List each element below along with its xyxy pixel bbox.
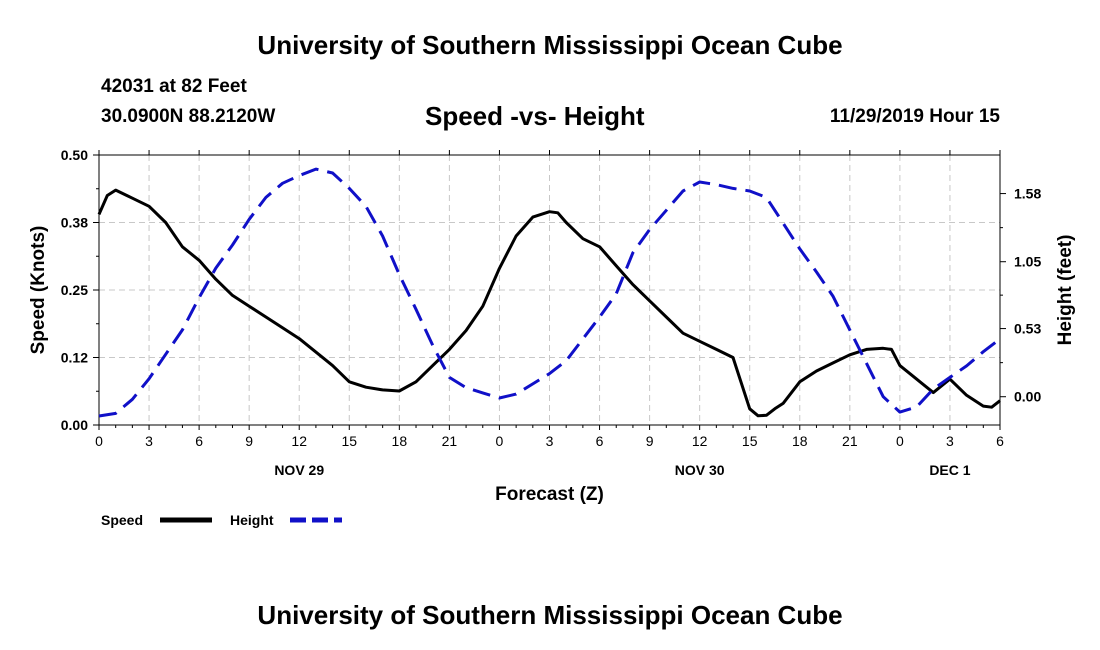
legend-label-height: Height — [230, 512, 274, 528]
axis-ticks — [93, 150, 1006, 430]
y-tick-label: 0.38 — [61, 215, 88, 231]
x-tick-label: 18 — [392, 433, 408, 449]
x-tick-label: 6 — [996, 433, 1004, 449]
series-line-height — [98, 167, 1001, 418]
y-tick-label: 0.12 — [61, 350, 88, 366]
x-tick-label: 3 — [145, 433, 153, 449]
x-tick-label: 15 — [341, 433, 357, 449]
location-label: 30.0900N 88.2120W — [101, 106, 276, 127]
y2-tick-label: 1.58 — [1014, 186, 1041, 202]
y-tick-label: 0.00 — [61, 417, 88, 433]
axis-labels: 0 3 6 9 12 15 18 21 0 3 6 9 12 15 18 21 0 3 6 0.00 0.12 0.25 0… — [28, 147, 1076, 505]
legend: Speed Height — [101, 512, 342, 528]
x-tick-label: 6 — [596, 433, 604, 449]
date-label: NOV 30 — [675, 462, 725, 478]
station-label: 42031 at 82 Feet — [101, 76, 247, 97]
x-tick-label: 9 — [245, 433, 253, 449]
x-tick-label: 15 — [742, 433, 758, 449]
y2-tick-label: 0.00 — [1014, 389, 1041, 405]
x-tick-label: 0 — [896, 433, 904, 449]
x-tick-label: 0 — [95, 433, 103, 449]
x-tick-label: 21 — [442, 433, 458, 449]
top-title: University of Southern Mississippi Ocean… — [257, 30, 843, 60]
y-tick-label: 0.25 — [61, 282, 88, 298]
x-tick-label: 21 — [842, 433, 858, 449]
date-label: NOV 29 — [274, 462, 324, 478]
x-tick-label: 18 — [792, 433, 808, 449]
x-tick-label: 6 — [195, 433, 203, 449]
series-line-speed — [97, 188, 1001, 418]
y-axis-label: Speed (Knots) — [28, 226, 49, 355]
y2-tick-label: 1.05 — [1014, 254, 1041, 270]
series-group — [97, 167, 1001, 418]
datetime-label: 11/29/2019 Hour 15 — [829, 106, 1000, 127]
chart-title: Speed -vs- Height — [425, 101, 645, 131]
date-label: DEC 1 — [929, 462, 970, 478]
y2-axis-label: Height (feet) — [1055, 235, 1076, 346]
y2-tick-label: 0.53 — [1014, 321, 1041, 337]
x-tick-label: 12 — [692, 433, 708, 449]
x-tick-label: 3 — [546, 433, 554, 449]
x-axis-label: Forecast (Z) — [495, 484, 604, 505]
x-tick-label: 0 — [496, 433, 504, 449]
legend-label-speed: Speed — [101, 512, 143, 528]
x-tick-label: 12 — [291, 433, 307, 449]
y-tick-label: 0.50 — [61, 147, 88, 163]
x-tick-label: 9 — [646, 433, 654, 449]
grid — [99, 155, 1000, 425]
bottom-title: University of Southern Mississippi Ocean… — [257, 600, 843, 630]
x-tick-label: 3 — [946, 433, 954, 449]
